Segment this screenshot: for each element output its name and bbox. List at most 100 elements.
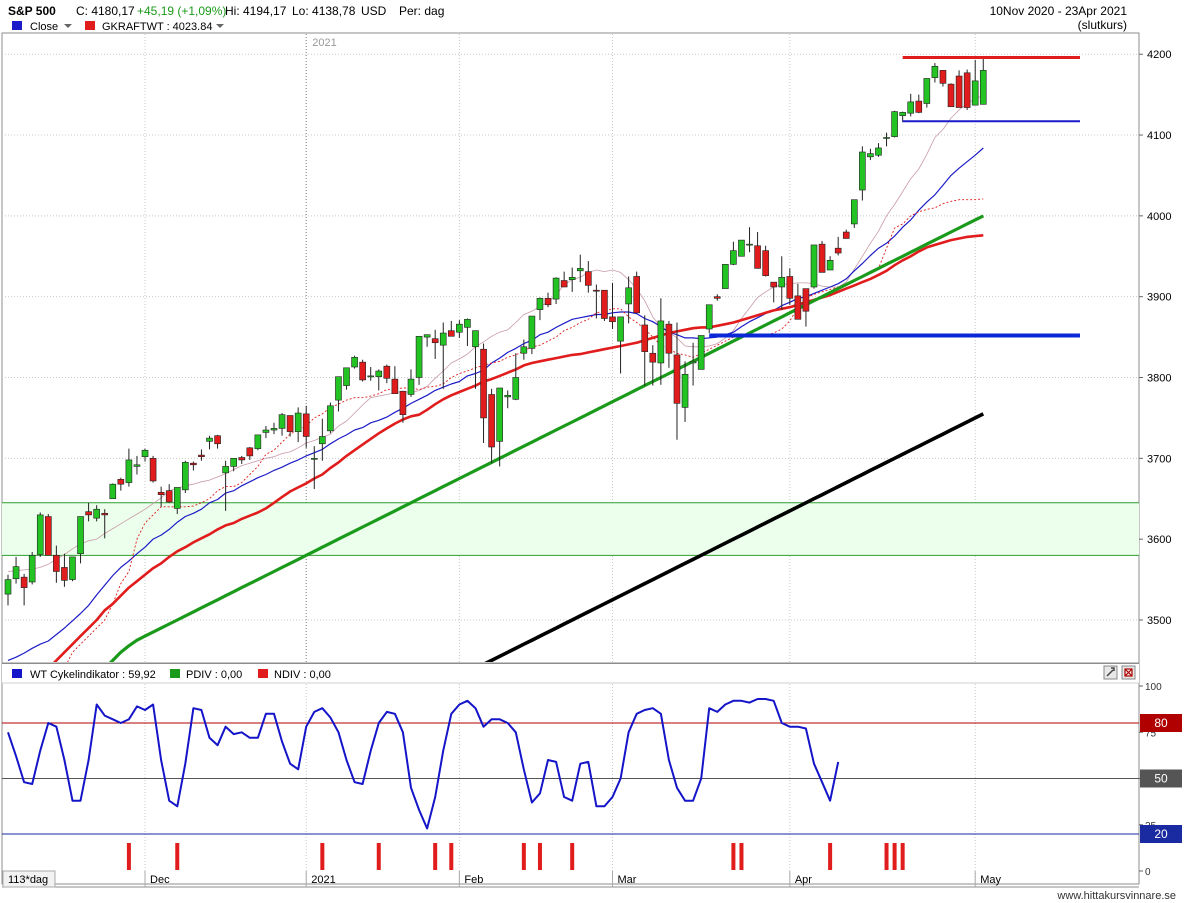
candle-body bbox=[472, 330, 479, 348]
candle-body bbox=[955, 75, 963, 108]
candle bbox=[77, 516, 84, 564]
candle bbox=[810, 244, 818, 289]
ndiv-signal-bar bbox=[433, 843, 438, 870]
candle bbox=[891, 110, 898, 138]
candle-body bbox=[431, 338, 439, 344]
candle-body bbox=[883, 137, 890, 139]
ndiv-signal-bar bbox=[320, 843, 325, 870]
ma-line-black bbox=[484, 412, 985, 662]
candle-body bbox=[335, 376, 342, 401]
ma-line-blue bbox=[7, 147, 984, 661]
candle-body bbox=[206, 437, 213, 442]
candle bbox=[867, 148, 874, 161]
indicator-level-label: 20 bbox=[1154, 827, 1168, 841]
candle-body bbox=[794, 295, 802, 320]
candle-body bbox=[778, 276, 786, 288]
ma-line-dotted-red bbox=[67, 198, 984, 662]
candle bbox=[971, 59, 979, 106]
candle-body bbox=[657, 320, 665, 364]
candle bbox=[383, 364, 391, 384]
candle bbox=[391, 366, 399, 394]
candle-body bbox=[28, 555, 36, 583]
candle-body bbox=[85, 511, 92, 516]
candle bbox=[214, 434, 221, 449]
gkraft-legend-label[interactable]: GKRAFTWT : 4023.84 bbox=[102, 21, 212, 33]
watermark: www.hittakursvinnare.se bbox=[1056, 890, 1176, 902]
candle-body bbox=[359, 361, 366, 381]
candle bbox=[28, 552, 36, 585]
candle-body bbox=[649, 352, 657, 363]
candle-body bbox=[899, 112, 906, 116]
candle bbox=[850, 199, 858, 228]
candle bbox=[20, 573, 28, 606]
candle bbox=[423, 334, 431, 347]
candle-body bbox=[818, 243, 826, 273]
candle bbox=[754, 232, 761, 269]
candle-body bbox=[907, 101, 915, 114]
candle bbox=[69, 556, 76, 582]
candle bbox=[593, 284, 600, 319]
candle bbox=[713, 294, 721, 301]
candle bbox=[826, 256, 834, 271]
candle bbox=[302, 405, 310, 448]
candle-body bbox=[754, 245, 761, 269]
candle-body bbox=[963, 72, 971, 108]
header-bar: S&P 500 C: 4180,17 +45,19 (+1,09%) Hi: 4… bbox=[8, 4, 1127, 32]
candle-body bbox=[230, 458, 237, 467]
chevron-down-icon[interactable] bbox=[216, 24, 224, 28]
candle bbox=[762, 245, 769, 277]
period-label: Per: dag bbox=[399, 4, 444, 18]
candle bbox=[286, 415, 294, 437]
date-range: 10Nov 2020 - 23Apr 2021 bbox=[990, 4, 1128, 18]
wt-legend-swatch bbox=[12, 669, 22, 678]
candle-body bbox=[198, 454, 205, 458]
candle bbox=[157, 486, 165, 507]
close-legend-label[interactable]: Close bbox=[30, 21, 58, 33]
period-box: 113*dag bbox=[8, 874, 48, 886]
candle bbox=[206, 435, 213, 450]
candle bbox=[536, 297, 544, 321]
candle-body bbox=[20, 576, 28, 588]
ndiv-legend-label[interactable]: NDIV : 0,00 bbox=[274, 669, 331, 681]
time-tick-label: Apr bbox=[795, 874, 812, 886]
candle-body bbox=[947, 83, 955, 108]
candle bbox=[182, 460, 189, 494]
candle bbox=[963, 69, 971, 110]
candle bbox=[367, 366, 375, 381]
year-marker-label: 2021 bbox=[312, 37, 336, 49]
candle-body bbox=[939, 70, 947, 84]
ndiv-signal-bar bbox=[376, 843, 381, 870]
candle bbox=[238, 455, 246, 464]
price-panel: 3500 3600 3700 3800 3900 4000 4100 4200 2021 bbox=[1, 32, 1171, 884]
candle bbox=[786, 268, 794, 305]
candle bbox=[85, 502, 92, 522]
candle bbox=[665, 320, 673, 368]
ndiv-signal-bar bbox=[521, 843, 526, 870]
chevron-down-icon[interactable] bbox=[64, 24, 72, 28]
time-tick-label: Feb bbox=[464, 874, 483, 886]
close-icon[interactable] bbox=[1121, 665, 1136, 680]
candle-body bbox=[665, 323, 673, 354]
indicator-level-badge bbox=[1140, 769, 1182, 788]
indicator-level-label: 80 bbox=[1154, 716, 1168, 730]
candle-body bbox=[512, 377, 520, 400]
candle-body bbox=[117, 479, 125, 485]
wt-indicator-line bbox=[7, 698, 840, 830]
wt-legend-label[interactable]: WT Cykelindikator : 59,92 bbox=[30, 669, 156, 681]
ndiv-signal-bar bbox=[739, 843, 744, 870]
candle bbox=[947, 83, 955, 108]
settings-icon[interactable] bbox=[1103, 665, 1118, 680]
indicator-panel: WT Cykelindikator : 59,92 PDIV : 0,00 ND… bbox=[1, 663, 1182, 885]
ndiv-signal-bar bbox=[884, 843, 889, 870]
pdiv-legend-label[interactable]: PDIV : 0,00 bbox=[186, 669, 242, 681]
candle bbox=[327, 402, 334, 434]
candle bbox=[117, 477, 125, 491]
candle-body bbox=[101, 512, 109, 516]
candle-body bbox=[826, 260, 834, 271]
candle-body bbox=[77, 516, 84, 554]
candle bbox=[472, 330, 479, 389]
candle bbox=[141, 448, 149, 462]
price-tick-label: 4000 bbox=[1147, 211, 1171, 223]
candle bbox=[560, 271, 568, 288]
candle bbox=[439, 322, 447, 389]
